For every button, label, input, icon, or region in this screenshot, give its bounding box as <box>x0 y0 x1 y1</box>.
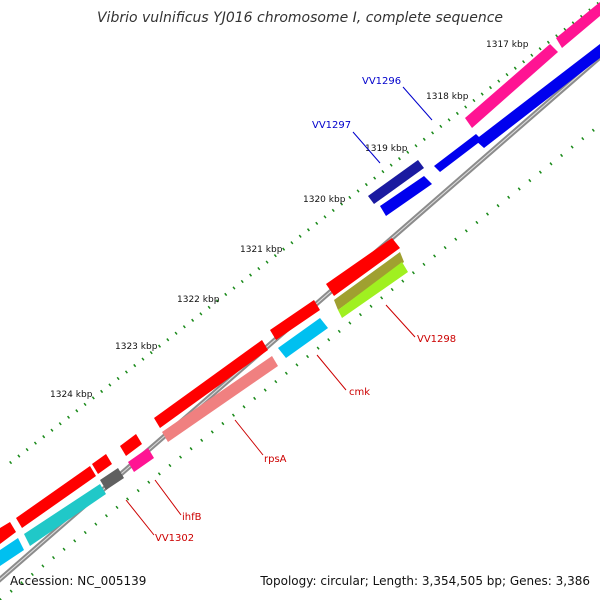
gene-vv1296-seg2[interactable] <box>434 134 482 172</box>
tick-1321: 1321 kbp <box>240 245 283 255</box>
gene-red-c[interactable] <box>154 340 268 428</box>
gene-vv1297[interactable] <box>368 160 424 204</box>
label-vv1297[interactable]: VV1297 <box>312 120 351 131</box>
tick-1324: 1324 kbp <box>50 390 93 400</box>
label-cmk[interactable]: cmk <box>349 387 370 398</box>
leader-rpsa <box>234 419 264 456</box>
leader-cmk <box>316 354 347 391</box>
leader-vv1298 <box>385 304 416 338</box>
label-rpsa[interactable]: rpsA <box>264 454 287 465</box>
gene-vv1297-b[interactable] <box>380 176 432 216</box>
gene-vv1298[interactable] <box>338 262 408 318</box>
gene-vv1302-gray[interactable] <box>100 468 124 490</box>
label-vv1296[interactable]: VV1296 <box>362 76 401 87</box>
accession-text: Accession: NC_005139 <box>10 574 147 588</box>
gene-vv1298-olive[interactable] <box>334 252 404 310</box>
tick-1318: 1318 kbp <box>426 92 469 102</box>
tick-1322: 1322 kbp <box>177 295 220 305</box>
tick-1317: 1317 kbp <box>486 40 529 50</box>
label-vv1298[interactable]: VV1298 <box>417 334 456 345</box>
gene-red-d[interactable] <box>120 434 142 456</box>
gene-rpsa[interactable] <box>162 356 278 442</box>
gene-ihfb[interactable] <box>128 448 154 472</box>
outer-dot-track <box>9 0 600 465</box>
tick-1323: 1323 kbp <box>115 342 158 352</box>
leader-vv1296 <box>402 86 433 121</box>
inner-dot-track <box>0 123 600 600</box>
tick-1320: 1320 kbp <box>303 195 346 205</box>
tick-1319: 1319 kbp <box>365 144 408 154</box>
gene-red-a[interactable] <box>326 238 400 296</box>
map-title: Vibrio vulnificus YJ016 chromosome I, co… <box>96 10 504 26</box>
gene-cyan-b[interactable] <box>0 538 24 566</box>
label-ihfb[interactable]: ihfB <box>182 512 202 523</box>
gene-magenta-top[interactable] <box>465 44 558 128</box>
label-vv1302[interactable]: VV1302 <box>155 533 194 544</box>
topology-summary: Topology: circular; Length: 3,354,505 bp… <box>260 574 590 588</box>
leader-vv1297 <box>352 131 381 164</box>
gene-red-b[interactable] <box>270 300 320 340</box>
gene-vv1302[interactable] <box>92 454 112 474</box>
leader-ihfb <box>154 479 182 516</box>
gene-vv1296[interactable] <box>475 44 600 148</box>
gene-teal-a[interactable] <box>24 484 106 546</box>
gene-red-f[interactable] <box>0 522 16 544</box>
gene-cmk[interactable] <box>278 318 328 358</box>
leader-vv1302 <box>125 499 155 536</box>
gene-red-e[interactable] <box>16 466 96 528</box>
gene-magenta-top-2[interactable] <box>556 2 600 48</box>
